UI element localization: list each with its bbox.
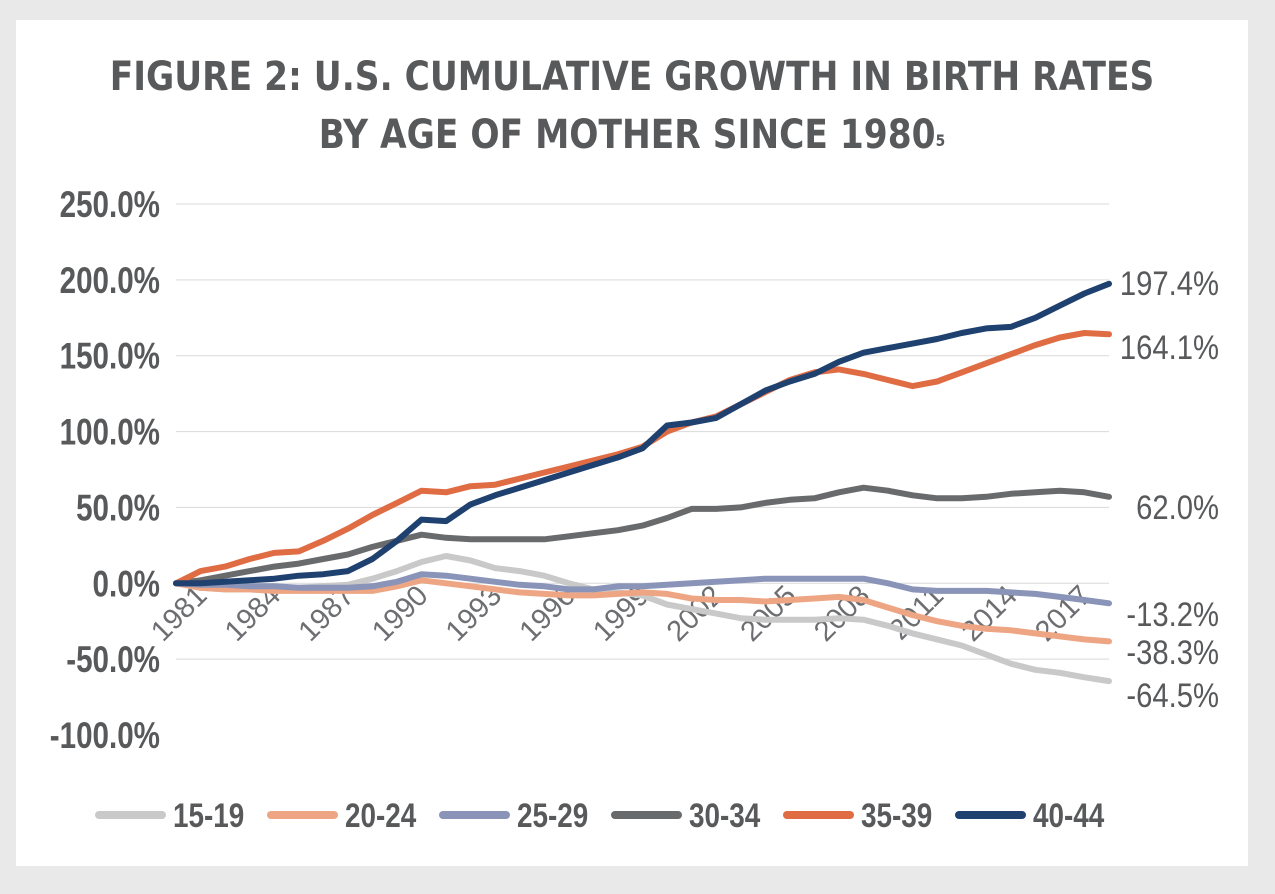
end-label-40-44: 197.4% (1120, 264, 1219, 303)
legend-label-25-29: 25-29 (517, 796, 588, 834)
end-label-30-34: 62.0% (1136, 488, 1219, 527)
footnote-marker: 5 (935, 131, 946, 150)
legend-label-30-34: 30-34 (689, 796, 761, 834)
legend-label-15-19: 15-19 (173, 796, 244, 834)
y-tick-label: 50.0% (76, 488, 160, 529)
end-labels: -64.5% -38.3%-13.2% 62.0% 164.1% 197.4% (1120, 264, 1219, 715)
figure-card: FIGURE 2: U.S. CUMULATIVE GROWTH IN BIRT… (16, 20, 1248, 866)
legend-label-35-39: 35-39 (861, 796, 932, 834)
series-line-25-29 (173, 571, 1112, 607)
series-line-40-44 (173, 280, 1112, 587)
end-label-25-29: -13.2% (1126, 595, 1219, 634)
line-chart: 250.0% 200.0% 150.0% 100.0% 50.0% 0.0% -50.0% -… (50, 185, 1219, 835)
chart-title: FIGURE 2: U.S. CUMULATIVE GROWTH IN BIRT… (102, 48, 1162, 164)
y-tick-label: 250.0% (60, 185, 160, 226)
y-tick-label: 100.0% (60, 413, 160, 454)
y-tick-label: 0.0% (93, 564, 160, 605)
y-tick-label: -50.0% (66, 640, 160, 681)
y-axis: 250.0% 200.0% 150.0% 100.0% 50.0% 0.0% -50.0% -… (50, 185, 160, 757)
x-tick-label: 2005 (735, 580, 803, 648)
legend: 15-19 20-24 25-29 30-34 35-39 40-44 (95, 796, 1105, 835)
legend-label-20-24: 20-24 (345, 796, 417, 834)
chart-title-line-1: FIGURE 2: U.S. CUMULATIVE GROWTH IN BIRT… (109, 54, 1155, 100)
y-tick-label: 150.0% (60, 337, 160, 378)
y-tick-label: 200.0% (60, 261, 160, 302)
series-line-30-34 (173, 484, 1112, 587)
series-line-20-24 (173, 577, 1112, 645)
legend-label-40-44: 40-44 (1033, 796, 1105, 834)
end-label-35-39: 164.1% (1120, 328, 1219, 367)
x-tick-label: 2008 (808, 580, 876, 648)
series-lines (173, 280, 1112, 685)
y-tick-label: -100.0% (50, 716, 160, 757)
chart-title-line-2: BY AGE OF MOTHER SINCE 19805 (102, 106, 1162, 164)
series-line-35-39 (173, 330, 1112, 587)
gridlines (176, 203, 1109, 660)
end-label-15-19: -64.5% (1126, 676, 1219, 715)
end-label-20-24: -38.3% (1126, 633, 1219, 672)
chart-title-line-2-text: BY AGE OF MOTHER SINCE 1980 (318, 112, 936, 158)
